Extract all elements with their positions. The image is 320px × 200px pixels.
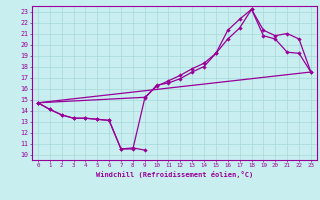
X-axis label: Windchill (Refroidissement éolien,°C): Windchill (Refroidissement éolien,°C): [96, 171, 253, 178]
